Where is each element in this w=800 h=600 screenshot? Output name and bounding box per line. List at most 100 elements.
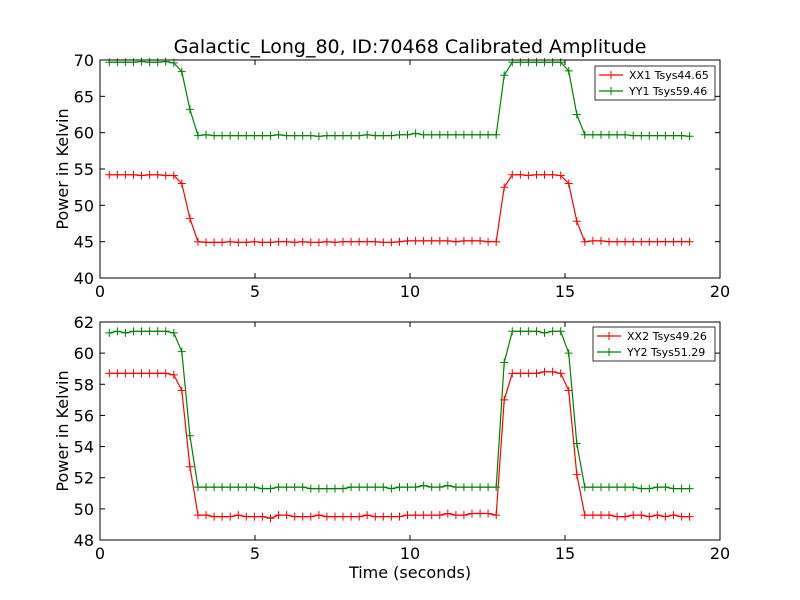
data-point-marker bbox=[121, 328, 130, 337]
data-point-marker bbox=[194, 237, 202, 246]
data-point-marker bbox=[637, 484, 646, 493]
data-point-marker bbox=[387, 131, 396, 140]
data-point-marker bbox=[669, 484, 678, 493]
data-point-marker bbox=[242, 238, 251, 247]
y-tick-label: 60 bbox=[74, 344, 94, 363]
data-point-marker bbox=[331, 512, 339, 521]
data-point-marker bbox=[548, 170, 557, 179]
data-point-marker bbox=[371, 237, 380, 246]
data-point-marker bbox=[605, 511, 613, 520]
data-point-marker bbox=[645, 484, 654, 493]
data-point-marker bbox=[258, 238, 267, 247]
data-point-marker bbox=[645, 131, 654, 140]
data-point-marker bbox=[669, 131, 678, 140]
data-point-marker bbox=[250, 131, 259, 140]
data-point-marker bbox=[492, 237, 501, 246]
data-point-marker bbox=[459, 130, 468, 139]
data-point-marker bbox=[637, 237, 646, 246]
data-point-marker bbox=[202, 511, 210, 520]
data-point-marker bbox=[282, 237, 291, 246]
data-point-marker bbox=[298, 512, 307, 521]
data-point-marker bbox=[476, 236, 485, 245]
data-point-marker bbox=[548, 367, 557, 376]
data-point-marker bbox=[322, 131, 331, 140]
data-point-marker bbox=[451, 511, 460, 520]
data-point-marker bbox=[282, 511, 291, 520]
data-point-marker bbox=[137, 327, 146, 336]
data-point-marker bbox=[629, 511, 638, 520]
data-point-marker bbox=[443, 130, 452, 139]
data-point-marker bbox=[113, 170, 122, 179]
data-point-marker bbox=[564, 386, 573, 395]
data-point-marker bbox=[572, 110, 581, 119]
data-point-marker bbox=[266, 514, 275, 523]
data-point-marker bbox=[387, 512, 396, 521]
y-tick-label: 62 bbox=[74, 313, 94, 332]
data-point-marker bbox=[629, 237, 638, 246]
data-point-marker bbox=[411, 483, 420, 492]
data-point-marker bbox=[556, 327, 565, 336]
data-point-marker bbox=[379, 512, 388, 521]
data-point-marker bbox=[459, 236, 468, 245]
data-point-marker bbox=[476, 483, 485, 492]
data-point-marker bbox=[105, 369, 114, 378]
data-point-marker bbox=[226, 131, 235, 140]
data-point-marker bbox=[306, 484, 315, 493]
data-point-marker bbox=[234, 238, 243, 247]
data-point-marker bbox=[177, 347, 186, 356]
data-point-marker bbox=[645, 512, 654, 521]
data-point-marker bbox=[411, 236, 420, 245]
data-point-marker bbox=[443, 236, 452, 245]
y-tick-label: 55 bbox=[74, 160, 94, 179]
data-point-marker bbox=[314, 511, 323, 520]
data-point-marker bbox=[669, 237, 678, 246]
data-point-marker bbox=[314, 238, 323, 247]
data-point-marker bbox=[339, 131, 347, 140]
data-point-marker bbox=[419, 481, 428, 490]
y-tick-label: 54 bbox=[74, 438, 94, 457]
data-point-marker bbox=[363, 237, 372, 246]
data-point-marker bbox=[645, 237, 654, 246]
y-axis-title: Power in Kelvin bbox=[53, 370, 72, 491]
data-point-marker bbox=[492, 483, 501, 492]
data-point-marker bbox=[451, 483, 460, 492]
data-point-marker bbox=[218, 483, 227, 492]
data-point-marker bbox=[605, 237, 613, 246]
data-point-marker bbox=[234, 483, 243, 492]
data-point-marker bbox=[234, 511, 243, 520]
data-point-marker bbox=[137, 369, 146, 378]
data-point-marker bbox=[597, 483, 605, 492]
data-point-marker bbox=[105, 328, 114, 337]
x-tick-label: 10 bbox=[400, 282, 420, 301]
data-point-marker bbox=[427, 483, 436, 492]
data-point-marker bbox=[556, 171, 565, 180]
data-point-marker bbox=[484, 237, 493, 246]
data-point-marker bbox=[492, 130, 501, 139]
data-point-marker bbox=[322, 512, 331, 521]
data-point-marker bbox=[226, 483, 235, 492]
data-point-marker bbox=[419, 236, 428, 245]
data-point-marker bbox=[347, 131, 356, 140]
data-point-marker bbox=[161, 369, 170, 378]
data-point-marker bbox=[613, 512, 622, 521]
data-point-marker bbox=[177, 179, 186, 188]
data-point-marker bbox=[637, 511, 646, 520]
data-point-marker bbox=[588, 130, 597, 139]
data-point-marker bbox=[443, 509, 452, 518]
data-point-marker bbox=[339, 484, 347, 493]
data-point-marker bbox=[145, 170, 154, 179]
data-point-marker bbox=[677, 237, 686, 246]
data-point-marker bbox=[371, 512, 380, 521]
data-point-marker bbox=[403, 236, 412, 245]
data-point-marker bbox=[306, 131, 315, 140]
data-point-marker bbox=[274, 511, 283, 520]
data-point-marker bbox=[468, 509, 476, 518]
data-point-marker bbox=[371, 131, 380, 140]
data-point-marker bbox=[210, 131, 219, 140]
data-point-marker bbox=[653, 131, 662, 140]
data-point-marker bbox=[419, 130, 428, 139]
data-point-marker bbox=[355, 237, 364, 246]
data-point-marker bbox=[250, 512, 259, 521]
data-point-marker bbox=[484, 509, 493, 518]
data-point-marker bbox=[129, 327, 138, 336]
